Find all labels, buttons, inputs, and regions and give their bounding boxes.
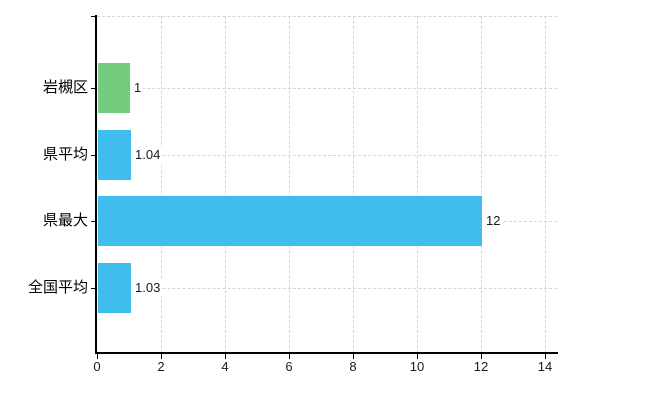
x-tick-label: 14	[537, 359, 553, 374]
value-label: 1.03	[133, 280, 163, 296]
x-axis-tick	[481, 354, 482, 359]
value-label: 1.04	[133, 147, 163, 163]
x-axis-tick	[545, 354, 546, 359]
x-tick-label: 8	[349, 359, 357, 374]
x-axis	[95, 352, 558, 354]
y-axis-tick	[91, 288, 96, 289]
category-label: 全国平均	[27, 279, 88, 296]
x-gridline	[481, 16, 482, 353]
x-gridline	[353, 16, 354, 353]
value-label: 12	[484, 213, 503, 229]
x-tick-label: 0	[93, 359, 101, 374]
x-gridline	[545, 16, 546, 353]
category-gridline	[97, 288, 557, 289]
bar-県最大	[98, 196, 482, 246]
bar-岩槻区	[98, 63, 130, 113]
y-axis-end-tick	[91, 16, 96, 17]
category-gridline	[97, 155, 557, 156]
x-gridline	[289, 16, 290, 353]
x-gridline	[161, 16, 162, 353]
y-axis-tick	[91, 88, 96, 89]
x-gridline	[225, 16, 226, 353]
x-tick-label: 12	[473, 359, 489, 374]
category-label: 県平均	[42, 146, 88, 163]
bar-県平均	[98, 130, 131, 180]
x-tick-label: 10	[409, 359, 425, 374]
x-tick-label: 6	[285, 359, 293, 374]
x-axis-tick	[289, 354, 290, 359]
x-gridline	[417, 16, 418, 353]
x-tick-label: 4	[221, 359, 229, 374]
bar-全国平均	[98, 263, 131, 313]
category-label: 岩槻区	[42, 79, 88, 96]
x-axis-tick	[417, 354, 418, 359]
category-gridline	[97, 88, 557, 89]
category-label: 県最大	[42, 212, 88, 229]
x-axis-tick	[225, 354, 226, 359]
x-axis-tick	[353, 354, 354, 359]
plot-top-gridline	[97, 16, 557, 17]
x-tick-label: 2	[157, 359, 165, 374]
y-axis	[95, 15, 97, 354]
y-axis-tick	[91, 155, 96, 156]
x-axis-tick	[161, 354, 162, 359]
x-axis-tick	[97, 354, 98, 359]
y-axis-tick	[91, 221, 96, 222]
value-label: 1	[132, 80, 144, 96]
